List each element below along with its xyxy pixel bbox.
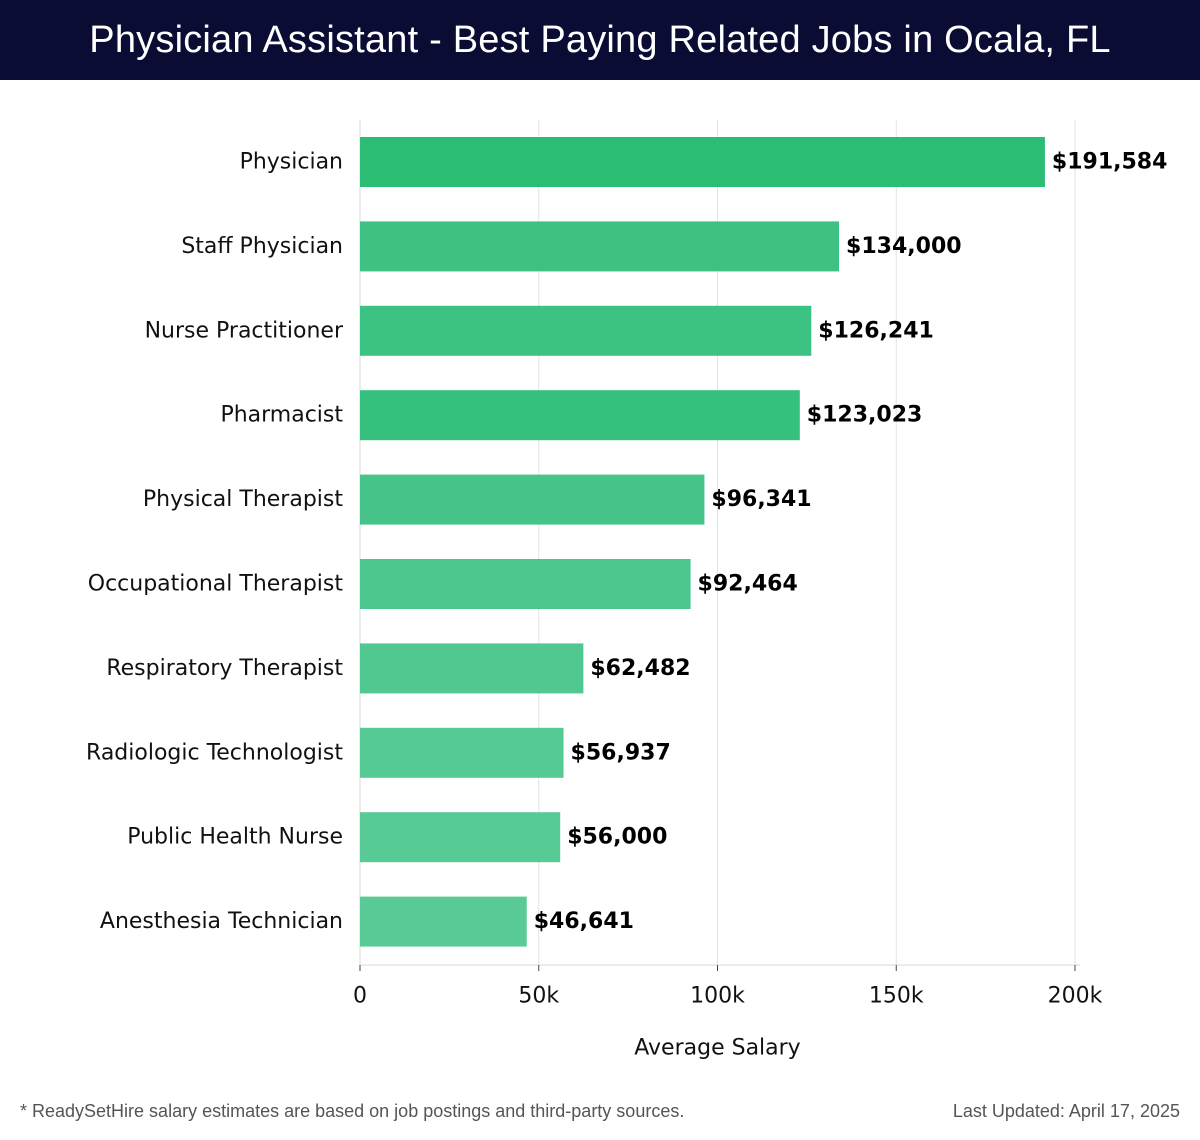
footnote: * ReadySetHire salary estimates are base… xyxy=(20,1101,685,1121)
value-label: $96,341 xyxy=(711,487,811,512)
category-label: Radiologic Technologist xyxy=(86,740,343,765)
category-label: Occupational Therapist xyxy=(88,572,344,597)
category-label: Nurse Practitioner xyxy=(145,318,344,343)
category-label: Physical Therapist xyxy=(143,487,343,512)
bar xyxy=(360,643,584,694)
x-tick-label: 200k xyxy=(1048,984,1103,1009)
x-tick-label: 150k xyxy=(869,984,924,1009)
value-label: $56,937 xyxy=(571,740,671,765)
category-label: Staff Physician xyxy=(181,234,343,259)
bar xyxy=(360,559,691,609)
bar xyxy=(360,812,561,863)
value-label: $62,482 xyxy=(590,656,690,681)
bar xyxy=(360,727,564,778)
bar xyxy=(360,305,812,356)
chart-title: Physician Assistant - Best Paying Relate… xyxy=(89,18,1111,61)
bar xyxy=(360,390,800,441)
bar xyxy=(360,474,705,525)
value-label: $46,641 xyxy=(534,909,634,934)
chart-header: Physician Assistant - Best Paying Relate… xyxy=(0,0,1200,80)
category-label: Physician xyxy=(240,150,343,175)
category-label: Public Health Nurse xyxy=(127,825,343,850)
value-label: $134,000 xyxy=(846,234,962,259)
value-label: $123,023 xyxy=(807,403,923,428)
x-tick-label: 100k xyxy=(690,984,745,1009)
category-label: Anesthesia Technician xyxy=(100,909,343,934)
category-label: Pharmacist xyxy=(220,403,343,428)
x-axis-title: Average Salary xyxy=(634,1036,800,1061)
bar xyxy=(360,137,1045,187)
value-label: $56,000 xyxy=(567,825,667,850)
bar xyxy=(360,221,840,272)
category-label: Respiratory Therapist xyxy=(106,656,343,681)
x-tick-label: 50k xyxy=(518,984,559,1009)
value-label: $126,241 xyxy=(818,318,934,343)
value-label: $92,464 xyxy=(698,572,798,597)
bar xyxy=(360,896,527,947)
last-updated: Last Updated: April 17, 2025 xyxy=(952,1101,1180,1121)
x-tick-label: 0 xyxy=(353,984,367,1009)
value-label: $191,584 xyxy=(1052,150,1168,175)
